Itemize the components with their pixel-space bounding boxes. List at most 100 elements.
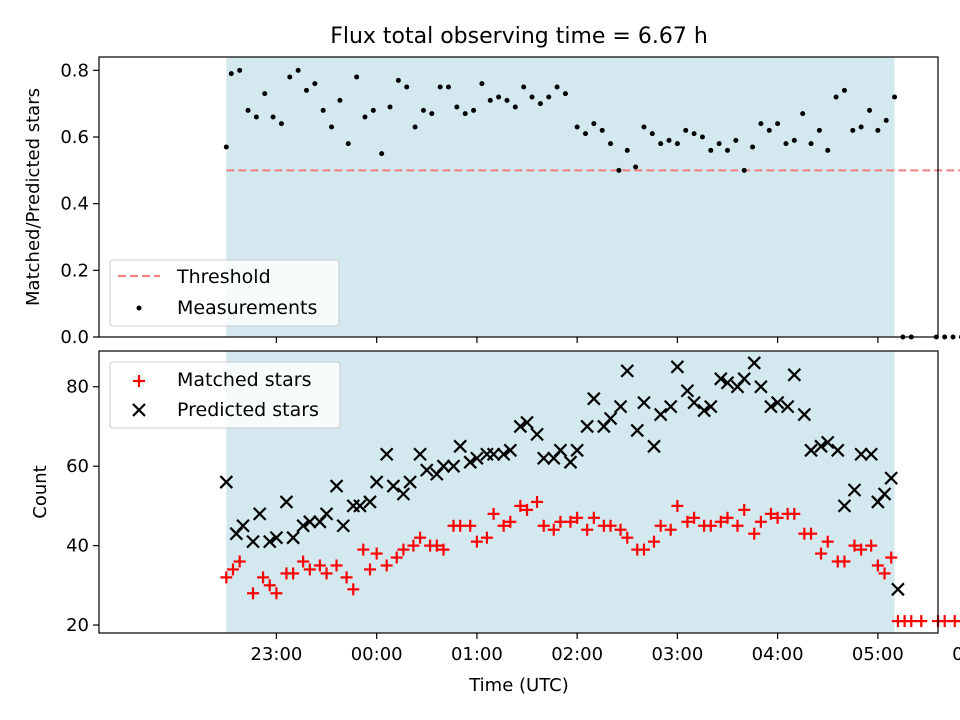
predicted-star-point (780, 399, 795, 414)
predicted-legend-swatch (132, 403, 146, 417)
measurement-point (716, 141, 722, 147)
matched-star-point (581, 523, 594, 536)
predicted-star-point (613, 399, 628, 414)
predicted-star-point (630, 423, 645, 438)
bottom-ylabel: Count (30, 465, 51, 518)
measurement-point (850, 127, 856, 133)
measurement-point (329, 124, 335, 130)
predicted-star-point (764, 399, 778, 414)
matched-star-point (647, 535, 660, 548)
matched-star-point (257, 571, 270, 584)
predicted-star-point (486, 447, 501, 462)
matched-star-point (681, 515, 694, 528)
measurement-point (800, 111, 806, 117)
predicted-star-point (269, 530, 284, 545)
matched-star-point (664, 523, 677, 536)
xtick-label: 04:00 (752, 644, 804, 665)
measurement-point (287, 74, 293, 80)
predicted-star-point (413, 447, 427, 462)
xtick-label: 06:00 (952, 644, 960, 665)
measurement-point (420, 107, 426, 113)
matched-star-point (754, 515, 767, 528)
bottom-panel: 20 40 60 80 23:00 00:00 01:00 02:00 03:00 04:00 0… (30, 350, 960, 696)
matched-star-point (671, 499, 684, 512)
matched-star-point (430, 539, 443, 552)
measurement-point (691, 131, 697, 137)
predicted-star-point (503, 443, 518, 458)
matched-legend-label: Matched stars (177, 369, 311, 391)
matched-star-point (487, 507, 500, 520)
predicted-star-point (303, 515, 317, 529)
matched-star-point (614, 523, 627, 536)
measurement-point (395, 77, 401, 83)
predicted-star-point (854, 447, 868, 462)
predicted-star-point (553, 443, 568, 458)
measurement-point (816, 127, 822, 133)
predicted-star-point (820, 435, 835, 450)
predicted-star-point (463, 455, 477, 469)
matched-star-point (363, 563, 376, 576)
matched-star-point (270, 587, 283, 600)
matched-star-point (878, 567, 891, 580)
matched-star-point (347, 583, 360, 596)
measurement-point (750, 144, 756, 150)
bottom-ytick-label: 60 (66, 456, 89, 477)
measurement-point (950, 334, 956, 340)
measurement-point (554, 84, 560, 90)
measurement-point (362, 114, 368, 120)
matched-star-point (330, 559, 343, 572)
measurement-point (783, 141, 789, 147)
measurement-point (228, 71, 234, 77)
matched-star-point (764, 507, 777, 520)
predicted-star-point (620, 364, 635, 378)
matched-star-point (226, 563, 239, 576)
matched-star-point (587, 511, 600, 524)
matched-star-point (721, 511, 734, 524)
predicted-star-point (219, 475, 234, 489)
predicted-star-point (670, 360, 685, 374)
predicted-star-point (770, 395, 785, 410)
measurement-point (775, 121, 781, 127)
predicted-star-point (470, 451, 484, 466)
xtick-label: 03:00 (651, 644, 703, 665)
matched-star-point (397, 543, 410, 556)
xtick-label: 00:00 (351, 644, 403, 665)
measurement-point (858, 124, 864, 130)
measurement-point (875, 127, 881, 133)
predicted-star-point (453, 439, 467, 454)
measurement-point (641, 124, 647, 130)
measurement-point (237, 67, 243, 73)
predicted-star-point (436, 459, 451, 473)
measurement-point (479, 81, 485, 87)
measurement-point (370, 107, 376, 113)
matched-star-point (357, 543, 370, 556)
measurement-point (412, 124, 418, 130)
top-axes-frame (98, 56, 939, 338)
measurement-point (892, 94, 898, 100)
measurement-point (683, 127, 689, 133)
predicted-star-point (814, 439, 828, 454)
chart-title: Flux total observing time = 6.67 h (330, 24, 708, 49)
predicted-star-point (252, 507, 267, 521)
matched-star-point (547, 523, 560, 536)
matched-star-point (414, 531, 427, 544)
matched-star-point (637, 543, 650, 556)
predicted-star-point (804, 443, 818, 458)
predicted-star-point (386, 479, 401, 493)
predicted-star-point (704, 399, 718, 414)
predicted-star-point (520, 415, 534, 430)
predicted-star-point (563, 455, 578, 469)
measurement-point (521, 84, 527, 90)
measurement-point (616, 167, 622, 173)
predicted-star-point (420, 463, 434, 477)
matched-star-point (340, 571, 353, 584)
bottom-axes-frame (98, 350, 939, 634)
predicted-legend-label: Predicted stars (177, 399, 319, 421)
measurement-point (278, 121, 284, 127)
matched-star-point (955, 619, 960, 623)
measurement-point (429, 111, 435, 117)
measurement-point (262, 91, 268, 97)
top-legend: Threshold Measurements (109, 259, 340, 327)
measurement-point (758, 121, 764, 127)
predicted-star-point (513, 419, 528, 434)
